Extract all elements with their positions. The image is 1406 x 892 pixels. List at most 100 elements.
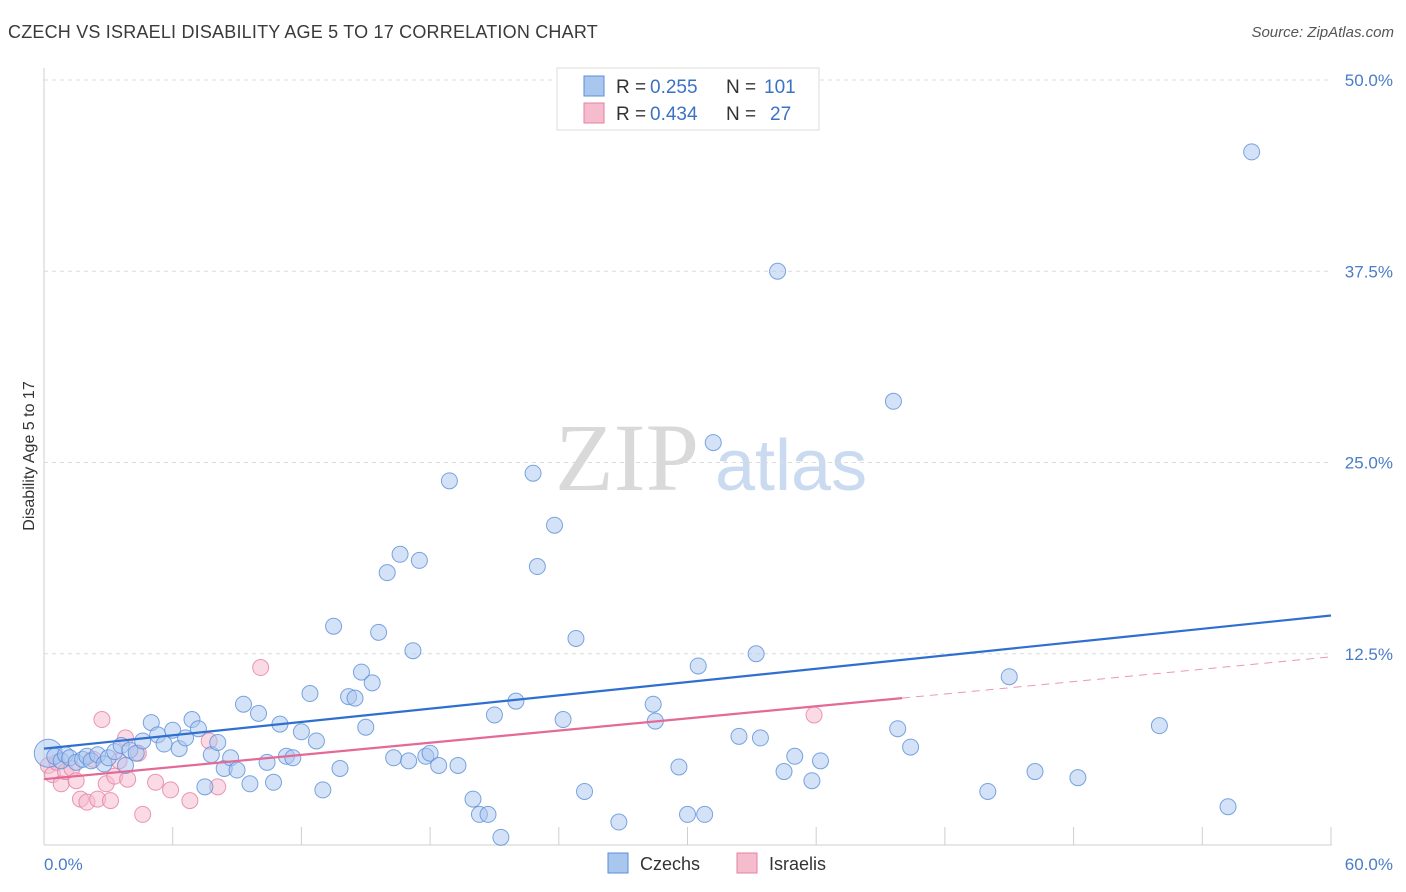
czechs-point-51 <box>370 623 388 641</box>
bottom-legend-israelis: Israelis <box>769 854 826 874</box>
legend-n-value-israelis: 27 <box>770 104 791 125</box>
watermark-atlas: atlas <box>715 426 867 506</box>
x-tick-labels: 0.0% 60.0% <box>44 855 1393 874</box>
czechs-point-81 <box>696 805 714 823</box>
czechs-point-42 <box>307 732 325 750</box>
czechs-point-55 <box>400 752 418 770</box>
czechs-point-69 <box>524 464 542 482</box>
israelis-point-20 <box>147 773 165 791</box>
czechs-point-95 <box>1000 668 1018 686</box>
czechs-point-85 <box>751 729 769 747</box>
czechs-point-20 <box>155 735 173 753</box>
czechs-point-57 <box>410 551 428 569</box>
grid-lines <box>44 79 1331 655</box>
czechs-point-87 <box>775 763 793 781</box>
x-tick-label-0: 0.0% <box>44 855 83 874</box>
czechs-point-100 <box>1243 143 1261 161</box>
czechs-point-70 <box>528 558 546 576</box>
y-axis-label: Disability Age 5 to 17 <box>21 381 38 531</box>
israelis-trend-line <box>43 697 903 781</box>
legend-r-label-czechs: R = <box>616 77 646 98</box>
czechs-point-96 <box>1026 763 1044 781</box>
y-tick-label-0: 12.5% <box>1345 645 1393 664</box>
czechs-point-71 <box>546 516 564 534</box>
bottom-legend-swatch-czechs <box>607 852 629 874</box>
legend-r-label-israelis: R = <box>616 104 646 125</box>
czechs-point-63 <box>464 790 482 808</box>
czechs-point-54 <box>391 545 409 563</box>
czechs-point-97 <box>1069 769 1087 787</box>
czechs-point-43 <box>314 781 332 799</box>
czechs-point-59 <box>421 744 439 762</box>
czechs-point-79 <box>679 805 696 823</box>
israelis-point-11 <box>93 711 111 729</box>
czechs-point-47 <box>346 689 364 707</box>
israelis-point-25 <box>252 659 270 677</box>
czechs-point-60 <box>430 756 448 774</box>
czechs-point-91 <box>884 392 902 410</box>
czechs-point-17 <box>134 732 152 750</box>
chart-title: CZECH VS ISRAELI DISABILITY AGE 5 TO 17 … <box>8 22 598 42</box>
czechs-point-49 <box>357 718 375 736</box>
czechs-point-62 <box>449 756 467 774</box>
czechs-point-93 <box>902 738 920 756</box>
czechs-point-84 <box>747 645 765 663</box>
czechs-point-92 <box>889 720 907 738</box>
czechs-point-39 <box>284 749 302 767</box>
legend-r-value-czechs: 0.255 <box>650 77 698 98</box>
bottom-legend: Czechs Israelis <box>607 852 826 874</box>
israelis-trend-extension <box>901 656 1332 699</box>
czechs-trend-line <box>43 614 1332 750</box>
czechs-point-32 <box>234 695 252 713</box>
czechs-point-45 <box>331 760 349 777</box>
x-tick-label-1: 60.0% <box>1345 855 1393 874</box>
czechs-point-41 <box>301 685 319 703</box>
czechs-point-44 <box>325 617 343 635</box>
czechs-point-99 <box>1219 798 1237 816</box>
czechs-point-48 <box>352 663 370 681</box>
legend-n-label-israelis: N = <box>726 104 756 125</box>
czechs-point-67 <box>492 828 510 846</box>
czechs-point-94 <box>979 782 997 800</box>
israelis-point-19 <box>134 805 152 823</box>
czechs-point-76 <box>644 695 662 713</box>
czechs-point-78 <box>670 758 688 776</box>
czechs-point-65 <box>479 805 497 823</box>
x-ticks <box>43 827 1332 845</box>
israelis-point-26 <box>805 706 823 724</box>
czechs-point-28 <box>209 733 227 751</box>
legend: R = 0.255 N = 101 R = 0.434 N = 27 <box>556 67 820 131</box>
czechs-point-89 <box>803 772 821 790</box>
source-label: Source: ZipAtlas.com <box>1251 24 1394 41</box>
y-tick-labels: 12.5% 25.0% 37.5% 50.0% <box>1345 71 1393 664</box>
israelis-point-13 <box>101 792 119 810</box>
czechs-point-72 <box>554 711 572 729</box>
czechs-points <box>33 143 1261 846</box>
legend-r-value-israelis: 0.434 <box>650 104 698 125</box>
czechs-point-82 <box>704 434 722 452</box>
czechs-point-31 <box>228 761 246 779</box>
trend-lines <box>43 614 1332 781</box>
y-tick-label-3: 50.0% <box>1345 71 1393 90</box>
czechs-point-36 <box>265 773 283 791</box>
czechs-point-98 <box>1150 717 1168 735</box>
bottom-legend-swatch-israelis <box>736 852 758 874</box>
czechs-point-80 <box>689 657 707 675</box>
czechs-point-53 <box>385 749 403 767</box>
legend-n-label-czechs: N = <box>726 77 756 98</box>
israelis-point-22 <box>181 792 199 810</box>
czechs-point-34 <box>250 704 267 722</box>
czechs-point-90 <box>811 752 829 770</box>
legend-n-value-czechs: 101 <box>764 77 796 98</box>
czechs-point-40 <box>292 723 310 741</box>
czechs-point-61 <box>440 472 458 490</box>
czechs-point-66 <box>485 706 503 724</box>
czechs-point-86 <box>769 262 787 280</box>
legend-swatch-israelis <box>583 102 605 124</box>
czechs-point-83 <box>730 727 748 745</box>
bottom-legend-czechs: Czechs <box>640 854 700 874</box>
y-tick-label-1: 25.0% <box>1345 454 1393 473</box>
czechs-point-33 <box>241 775 259 793</box>
czechs-point-88 <box>786 747 804 765</box>
